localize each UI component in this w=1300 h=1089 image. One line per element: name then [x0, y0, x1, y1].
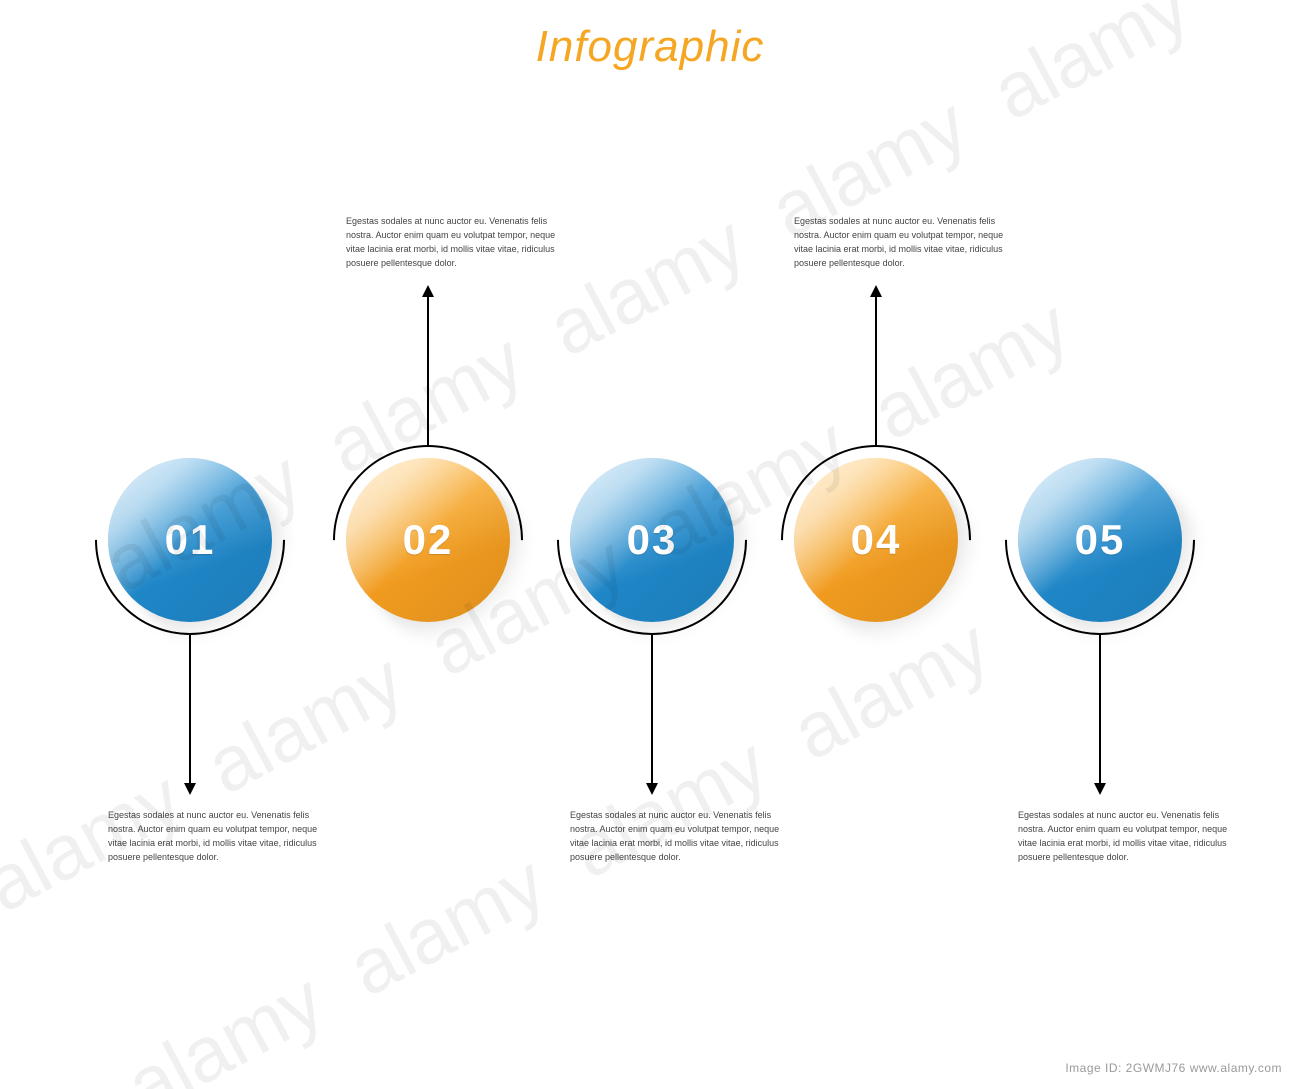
step-description: Egestas sodales at nunc auctor eu. Venen… [794, 215, 1014, 271]
arrow-down-line [651, 635, 653, 785]
arrow-up-icon [870, 285, 882, 297]
arrow-down-icon [184, 783, 196, 795]
step-circle: 01 [108, 458, 272, 622]
arrow-down-icon [1094, 783, 1106, 795]
arrow-down-line [1099, 635, 1101, 785]
arrow-down-line [189, 635, 191, 785]
step-label: 02 [346, 458, 510, 622]
arrow-up-icon [422, 285, 434, 297]
infographic-stage: Infographic 01 Egestas sodales at nunc au… [0, 0, 1300, 1089]
step-label: 03 [570, 458, 734, 622]
step-description: Egestas sodales at nunc auctor eu. Venen… [570, 809, 790, 865]
step-label: 05 [1018, 458, 1182, 622]
step-circle: 05 [1018, 458, 1182, 622]
arrow-up-line [875, 295, 877, 445]
step-label: 01 [108, 458, 272, 622]
step-description: Egestas sodales at nunc auctor eu. Venen… [108, 809, 328, 865]
watermark-id: Image ID: 2GWMJ76 www.alamy.com [1065, 1061, 1282, 1075]
arrow-down-icon [646, 783, 658, 795]
arrow-up-line [427, 295, 429, 445]
step-label: 04 [794, 458, 958, 622]
step-description: Egestas sodales at nunc auctor eu. Venen… [1018, 809, 1238, 865]
page-title: Infographic [0, 22, 1300, 72]
step-circle: 04 [794, 458, 958, 622]
step-circle: 02 [346, 458, 510, 622]
step-circle: 03 [570, 458, 734, 622]
step-description: Egestas sodales at nunc auctor eu. Venen… [346, 215, 566, 271]
